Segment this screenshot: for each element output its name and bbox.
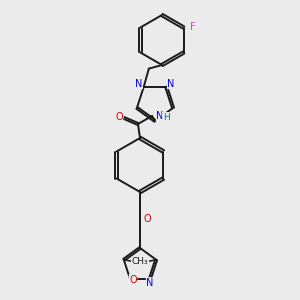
- Text: N: N: [135, 79, 142, 88]
- Text: O: O: [129, 275, 137, 285]
- Text: N: N: [156, 111, 164, 121]
- Text: N: N: [167, 79, 175, 88]
- Text: N: N: [146, 278, 154, 288]
- Text: H: H: [163, 112, 170, 122]
- Text: O: O: [143, 214, 151, 224]
- Text: F: F: [190, 22, 196, 32]
- Text: CH₃: CH₃: [132, 257, 148, 266]
- Text: CH₃: CH₃: [131, 257, 148, 266]
- Text: O: O: [115, 112, 123, 122]
